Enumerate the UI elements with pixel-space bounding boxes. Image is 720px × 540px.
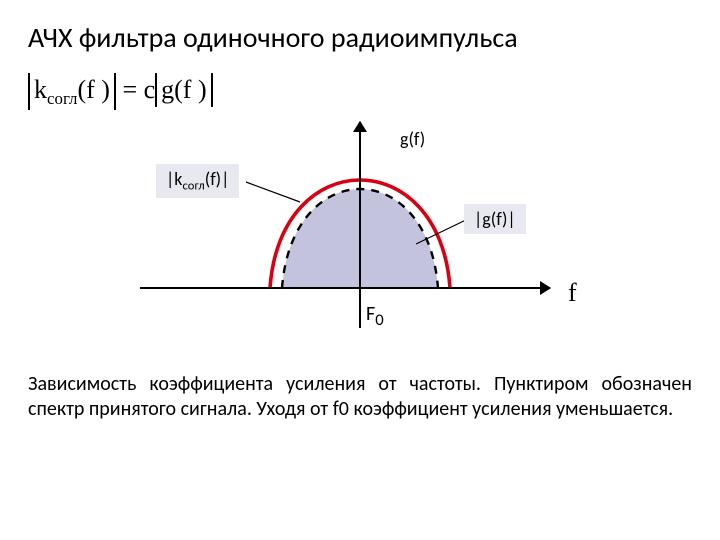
slide-title: АЧХ фильтра одиночного радиоимпульса: [28, 20, 692, 55]
f0-label: F0: [366, 302, 384, 330]
k-sogl-label: |kсогл(f)|: [156, 164, 239, 198]
g-label: |g(f)|: [464, 204, 526, 234]
chart: g(f) |kсогл(f)| |g(f)| F0 f: [120, 118, 600, 348]
formula: kсогл(f ) = cg(f ): [28, 73, 692, 110]
chart-svg: [120, 118, 600, 348]
top-label: g(f): [400, 128, 425, 150]
caption: Зависимость коэффициента усиления от час…: [28, 372, 692, 422]
f-axis-label: f: [568, 278, 577, 308]
